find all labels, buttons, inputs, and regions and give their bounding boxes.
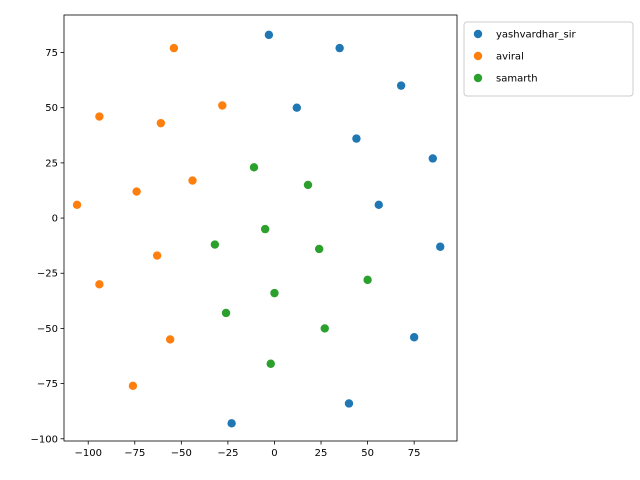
x-tick-label: −100 <box>74 448 101 459</box>
axes-frame <box>63 14 458 442</box>
x-tick-label: 75 <box>408 448 421 459</box>
data-point <box>156 118 166 128</box>
y-tick-label: −25 <box>37 269 58 280</box>
legend-marker <box>473 73 483 83</box>
data-point <box>128 381 138 391</box>
x-tick-label: 25 <box>315 448 328 459</box>
data-point <box>132 187 141 196</box>
data-point <box>409 333 419 342</box>
data-point <box>95 112 104 121</box>
y-tick-label: −100 <box>31 434 58 445</box>
y-tick-label: −50 <box>37 324 58 335</box>
data-point <box>249 163 259 172</box>
data-point <box>374 200 383 210</box>
y-tick-label: 25 <box>45 158 58 169</box>
data-point <box>169 43 179 53</box>
data-point <box>428 154 437 163</box>
data-point <box>260 224 270 234</box>
legend-marker <box>473 29 483 39</box>
legend-label: aviral <box>496 52 524 63</box>
series-samarth <box>210 163 372 368</box>
legend-box <box>463 21 634 97</box>
data-point <box>210 240 220 249</box>
x-tick-label: −50 <box>171 448 192 459</box>
series-aviral <box>72 43 227 391</box>
data-point <box>95 280 104 289</box>
legend-marker <box>473 51 483 61</box>
data-point <box>227 419 236 428</box>
data-point <box>352 134 361 143</box>
plot-area <box>72 30 445 428</box>
data-point <box>270 288 279 298</box>
data-point <box>264 30 274 40</box>
x-tick-label: 50 <box>361 448 374 459</box>
legend-label: samarth <box>496 74 538 85</box>
series-yashvardhar_sir <box>227 30 445 428</box>
axes: −100 −75 −50 −25 0 25 50 75 −100 −75 −50 −25 0 25 50 75 <box>31 14 458 459</box>
x-tick-label: −25 <box>217 448 238 459</box>
data-point <box>335 43 344 53</box>
data-point <box>165 335 175 344</box>
x-tick-label: −75 <box>124 448 145 459</box>
x-tick-label: 0 <box>271 448 277 459</box>
y-tick-label: −75 <box>37 379 58 390</box>
data-point <box>72 200 82 210</box>
data-point <box>221 308 231 318</box>
data-point <box>218 101 227 110</box>
data-point <box>266 359 275 368</box>
legend-label: yashvardhar_sir <box>496 30 576 41</box>
data-point <box>396 81 406 90</box>
data-point <box>292 103 302 112</box>
data-point <box>303 180 313 190</box>
y-tick-label: 50 <box>45 103 58 114</box>
data-point <box>344 399 354 408</box>
y-tick-label: 75 <box>45 48 58 59</box>
data-point <box>363 275 372 285</box>
data-point <box>152 251 162 260</box>
data-point <box>320 324 329 333</box>
y-tick-label: 0 <box>52 214 58 225</box>
data-point <box>436 242 445 251</box>
data-point <box>314 244 324 254</box>
data-point <box>188 176 197 185</box>
